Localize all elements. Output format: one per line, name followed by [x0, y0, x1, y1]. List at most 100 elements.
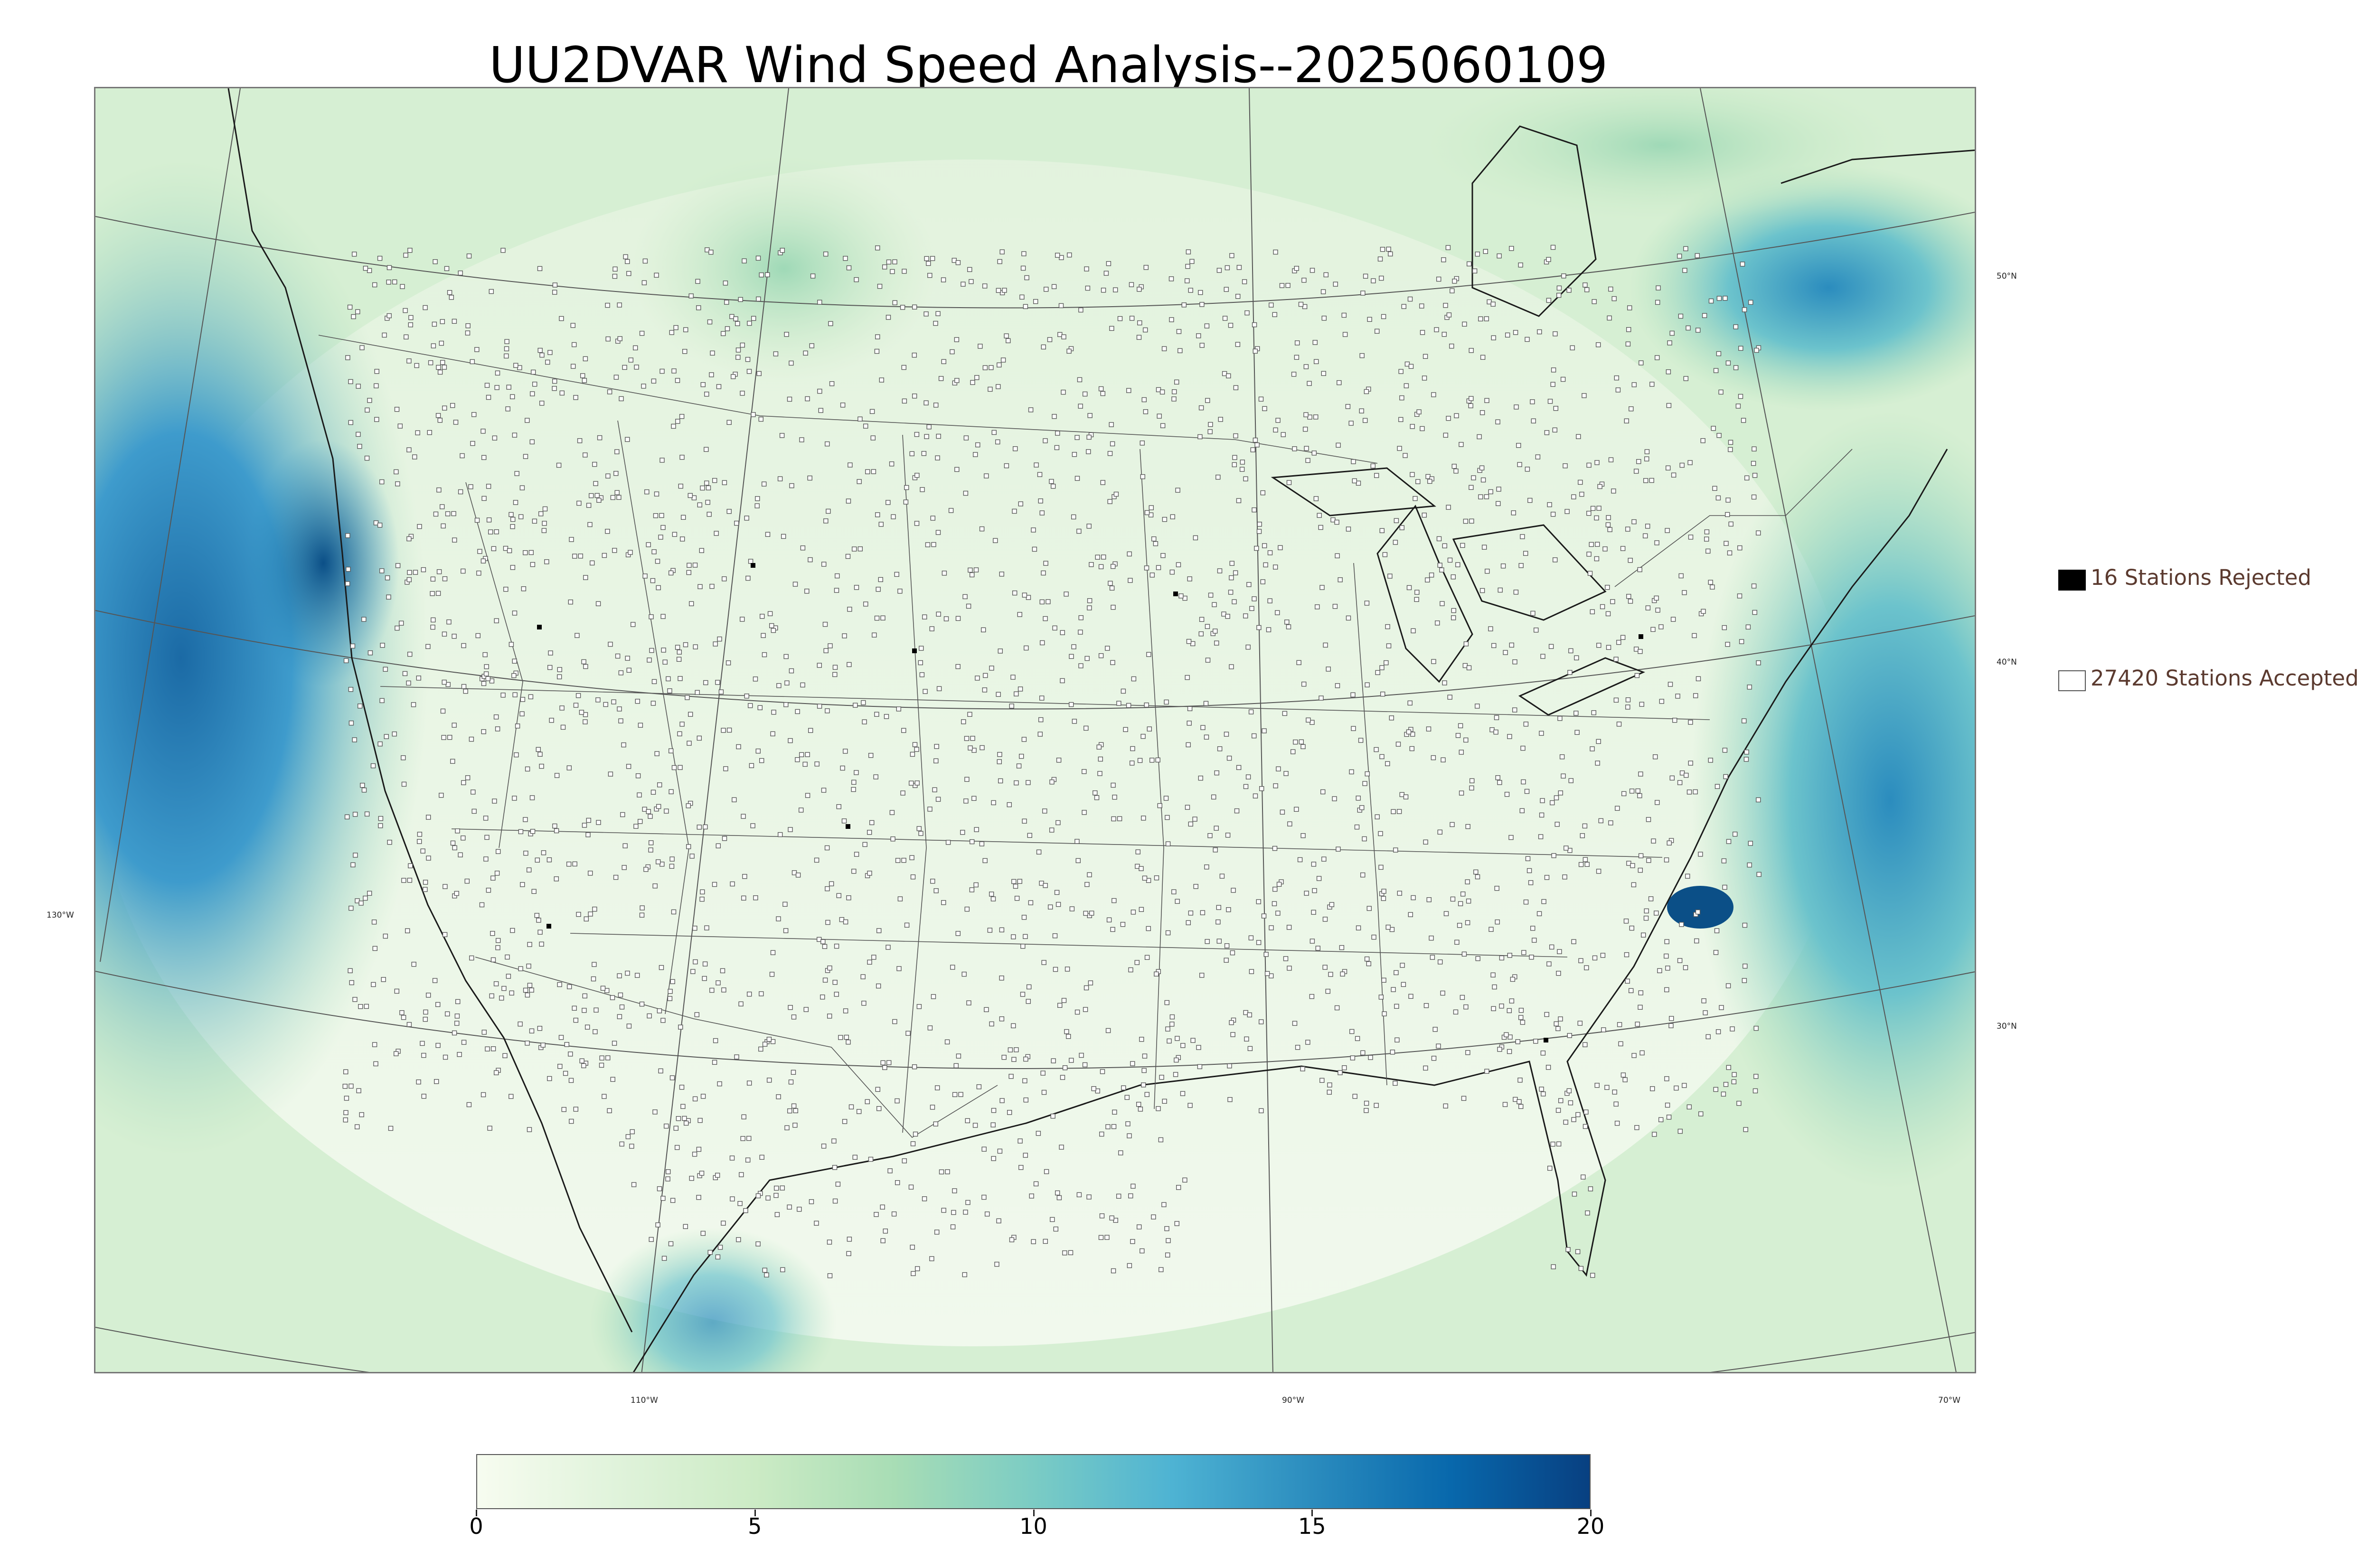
coast-lake-huron [1452, 524, 1607, 621]
station-accepted-marker [1551, 367, 1556, 373]
station-accepted-marker [501, 986, 507, 991]
station-accepted-marker [750, 823, 755, 828]
station-accepted-marker [367, 650, 373, 656]
station-accepted-marker [1605, 522, 1611, 527]
station-accepted-marker [479, 902, 485, 908]
station-accepted-marker [1523, 722, 1529, 727]
station-accepted-marker [477, 549, 482, 554]
station-accepted-marker [1379, 528, 1385, 533]
station-accepted-marker [1106, 261, 1112, 266]
station-accepted-marker [717, 1081, 722, 1087]
station-accepted-marker [1550, 244, 1556, 250]
station-accepted-marker [1555, 1108, 1561, 1113]
station-accepted-marker [1701, 998, 1706, 1004]
station-accepted-marker [954, 467, 960, 472]
station-accepted-marker [1358, 738, 1364, 743]
station-accepted-marker [897, 896, 903, 901]
station-accepted-marker [1554, 795, 1559, 800]
station-accepted-marker [956, 1053, 961, 1059]
station-accepted-marker [612, 1041, 617, 1046]
station-accepted-marker [1692, 633, 1697, 638]
station-accepted-marker [1441, 757, 1446, 762]
station-accepted-marker [1716, 433, 1722, 438]
station-accepted-marker [436, 569, 442, 574]
station-accepted-marker [525, 766, 530, 772]
station-accepted-marker [745, 357, 751, 362]
border-us-canada-west [318, 335, 1378, 464]
station-accepted-marker [1485, 569, 1490, 574]
station-accepted-marker [557, 982, 562, 987]
station-accepted-marker [1291, 372, 1297, 377]
station-accepted-marker [677, 731, 682, 737]
station-accepted-marker [1682, 1083, 1687, 1088]
station-accepted-marker [1479, 410, 1485, 415]
station-accepted-marker [639, 1001, 645, 1007]
station-accepted-marker [1523, 551, 1528, 556]
station-accepted-marker [1620, 635, 1626, 640]
graticule-30n [95, 971, 1975, 1069]
station-accepted-marker [452, 845, 457, 851]
station-accepted-marker [967, 712, 972, 717]
station-accepted-marker [707, 319, 713, 325]
station-accepted-marker [1186, 638, 1192, 644]
station-accepted-marker [876, 1106, 882, 1111]
station-accepted-marker [1539, 1087, 1544, 1092]
station-accepted-marker [914, 747, 919, 752]
station-accepted-marker [1541, 899, 1546, 904]
station-accepted-marker [1263, 952, 1269, 957]
station-accepted-marker [1624, 952, 1630, 958]
station-accepted-marker [611, 699, 616, 704]
station-accepted-marker [874, 1211, 879, 1217]
station-accepted-marker [914, 473, 920, 478]
station-accepted-marker [688, 601, 694, 606]
station-accepted-marker [1246, 582, 1252, 587]
station-accepted-marker [1294, 807, 1299, 812]
station-accepted-marker [735, 347, 741, 353]
station-accepted-marker [699, 1171, 705, 1176]
station-accepted-marker [962, 594, 968, 600]
station-accepted-marker [552, 282, 558, 288]
station-accepted-marker [851, 787, 856, 792]
station-accepted-marker [408, 315, 414, 320]
station-accepted-marker [504, 346, 509, 351]
station-accepted-marker [1667, 340, 1672, 346]
station-accepted-marker [874, 712, 879, 717]
station-accepted-marker [1449, 343, 1454, 349]
station-accepted-marker [787, 1108, 792, 1114]
station-accepted-marker [408, 322, 413, 328]
station-accepted-marker [697, 584, 703, 590]
station-accepted-marker [618, 718, 623, 723]
station-accepted-marker [963, 798, 969, 804]
station-accepted-marker [1229, 664, 1234, 669]
station-accepted-marker [658, 535, 663, 540]
station-accepted-marker [669, 864, 675, 869]
station-accepted-marker [1110, 927, 1115, 932]
station-accepted-marker [490, 930, 495, 936]
station-accepted-marker [1068, 1250, 1074, 1256]
station-accepted-marker [999, 249, 1005, 254]
station-accepted-marker [1011, 934, 1016, 939]
station-accepted-marker [851, 546, 857, 552]
station-accepted-marker [1038, 717, 1044, 723]
station-accepted-marker [1621, 791, 1627, 797]
station-accepted-marker [452, 723, 457, 728]
station-accepted-marker [599, 1062, 604, 1068]
station-accepted-marker [532, 518, 537, 524]
station-accepted-marker [1109, 326, 1114, 331]
station-accepted-marker [1732, 831, 1738, 837]
station-accepted-marker [1675, 694, 1680, 699]
station-accepted-marker [1141, 397, 1147, 403]
station-accepted-marker [832, 665, 838, 670]
station-accepted-marker [1423, 354, 1428, 359]
station-accepted-marker [1294, 340, 1300, 346]
station-accepted-marker [773, 351, 779, 357]
station-accepted-marker [435, 1042, 441, 1048]
station-accepted-marker [1328, 972, 1333, 977]
station-accepted-marker [1158, 1137, 1164, 1143]
station-accepted-marker [1666, 1114, 1672, 1120]
station-accepted-marker [1044, 1169, 1049, 1174]
station-accepted-marker [1054, 890, 1060, 895]
station-accepted-marker [586, 817, 592, 823]
station-accepted-marker [1434, 327, 1439, 332]
station-accepted-marker [1245, 774, 1251, 779]
